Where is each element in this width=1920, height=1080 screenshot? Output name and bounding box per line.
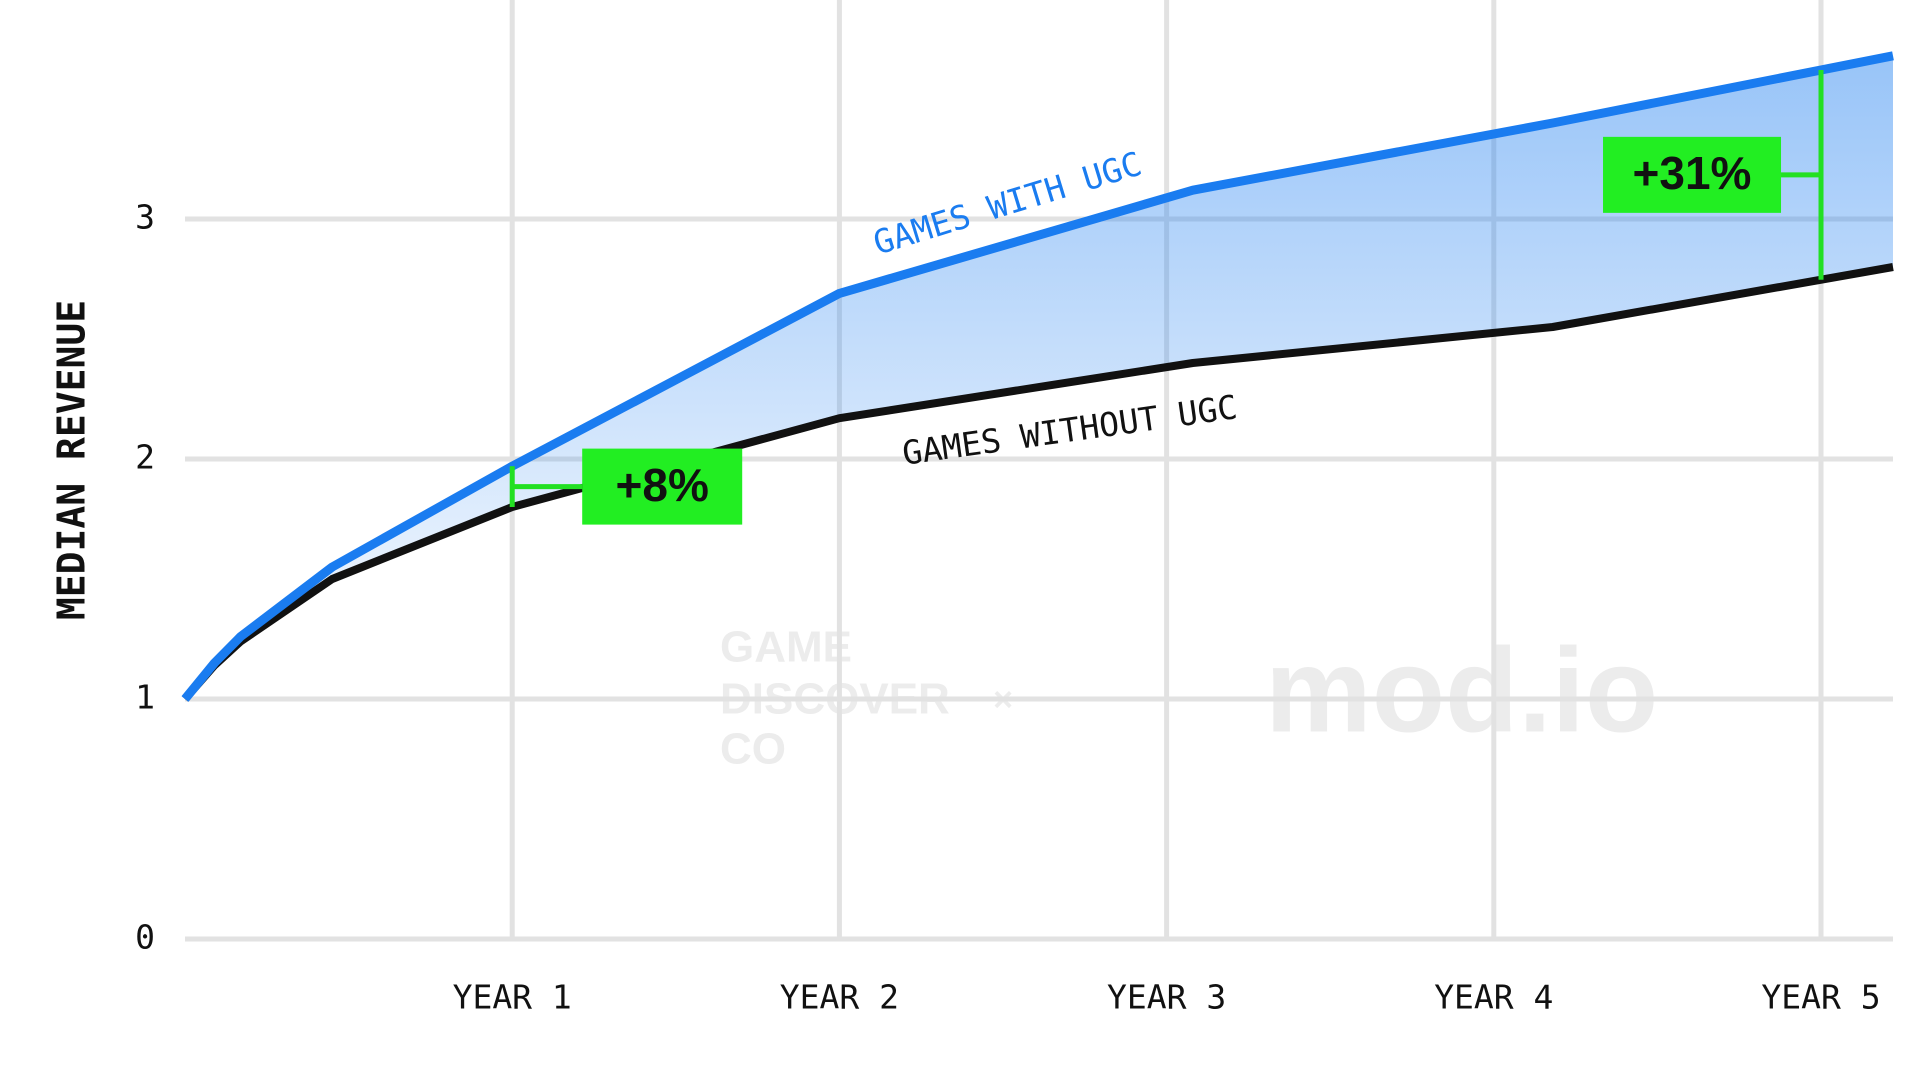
y-tick-label: 0 <box>135 918 155 957</box>
x-tick-label: YEAR 2 <box>780 978 899 1017</box>
y-tick-label: 3 <box>135 198 155 237</box>
area-layer <box>185 55 1893 700</box>
gap-area <box>185 55 1893 700</box>
x-tick-label: YEAR 1 <box>453 978 572 1017</box>
watermark-text: GAME <box>720 623 852 672</box>
annotation-text: +8% <box>616 459 709 511</box>
watermark-text: mod.io <box>1265 624 1658 758</box>
annotation-box <box>582 448 743 525</box>
y-tick-label: 2 <box>135 438 155 477</box>
x-tick-label: YEAR 3 <box>1107 978 1226 1017</box>
annotation-text: +31% <box>1633 147 1752 199</box>
y-tick-label: 1 <box>135 678 155 717</box>
annotations: +8% +31% <box>509 70 1824 525</box>
y-axis-label: MEDIAN REVENUE <box>50 300 94 620</box>
grid: 0 1 2 3 YEAR 1 YEAR 2 YEAR 3 YEAR 4 YEAR 5 <box>135 0 1893 1017</box>
watermark-text: CO <box>720 725 786 774</box>
x-tick-label: YEAR 5 <box>1761 978 1880 1017</box>
x-tick-label: YEAR 4 <box>1434 978 1553 1017</box>
annotation-box <box>1603 136 1782 213</box>
